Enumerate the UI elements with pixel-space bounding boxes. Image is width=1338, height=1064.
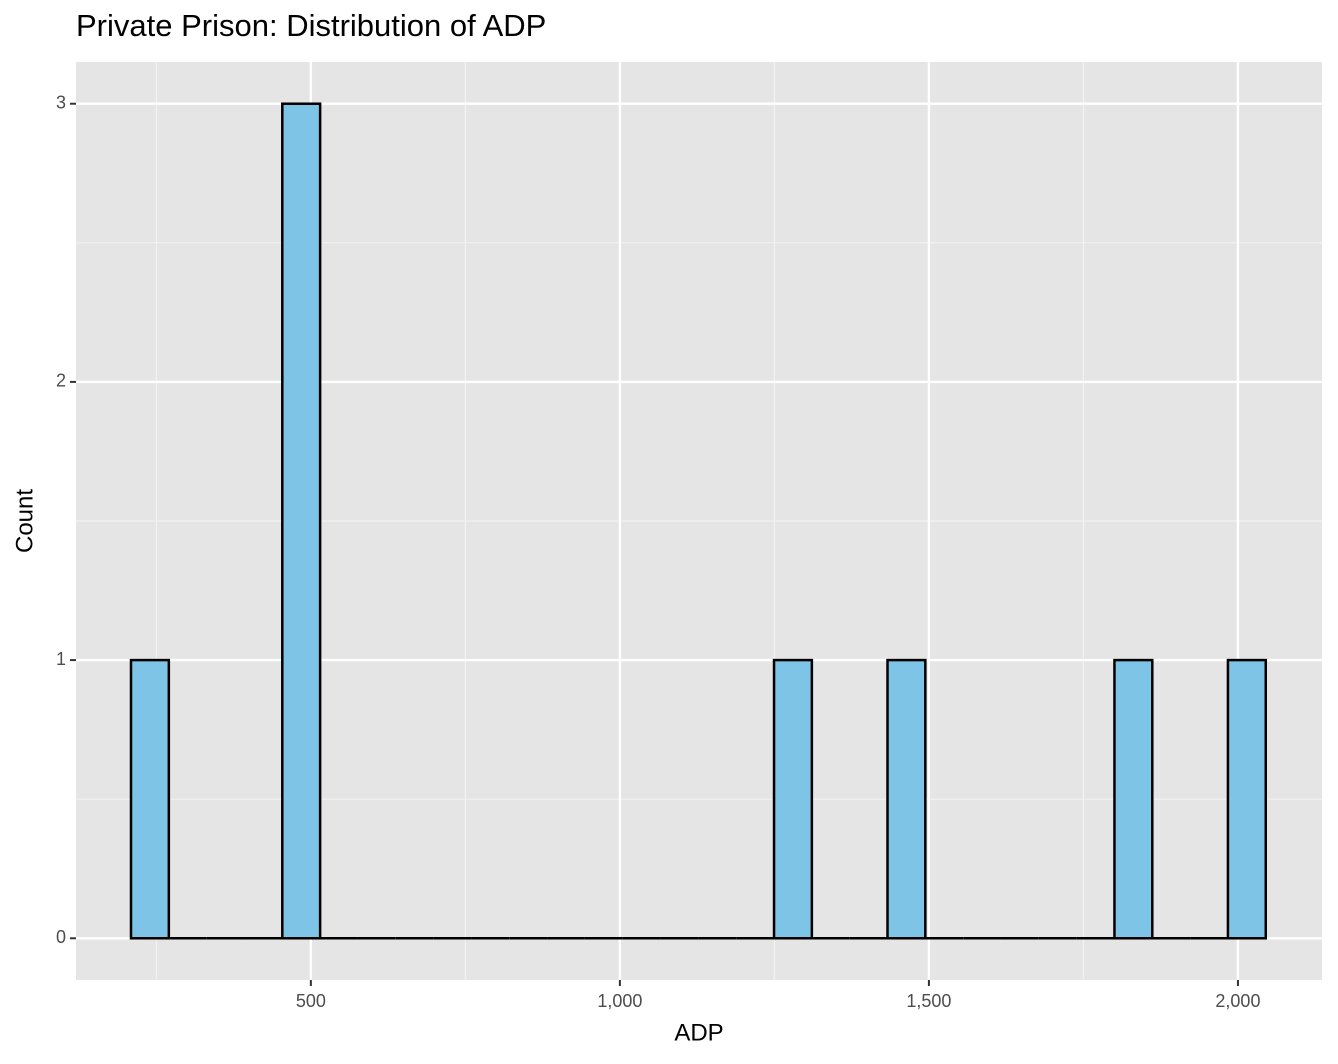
bar bbox=[281, 102, 322, 940]
y-tick-label: 2 bbox=[56, 371, 66, 391]
bar bbox=[772, 658, 814, 940]
bar bbox=[1226, 658, 1268, 940]
x-tick-label: 1,500 bbox=[906, 991, 951, 1011]
x-tick-label: 500 bbox=[296, 991, 326, 1011]
x-tick-label: 2,000 bbox=[1215, 991, 1260, 1011]
x-tick-label: 1,000 bbox=[597, 991, 642, 1011]
y-tick-label: 3 bbox=[56, 92, 66, 112]
bar bbox=[129, 658, 171, 940]
chart-title: Private Prison: Distribution of ADP bbox=[76, 8, 546, 43]
y-tick-label: 1 bbox=[56, 649, 66, 669]
x-axis-label: ADP bbox=[674, 1019, 723, 1046]
bar bbox=[886, 658, 927, 940]
bar bbox=[1113, 658, 1154, 940]
y-tick-label: 0 bbox=[56, 927, 66, 947]
y-axis-label: Count bbox=[11, 489, 38, 553]
